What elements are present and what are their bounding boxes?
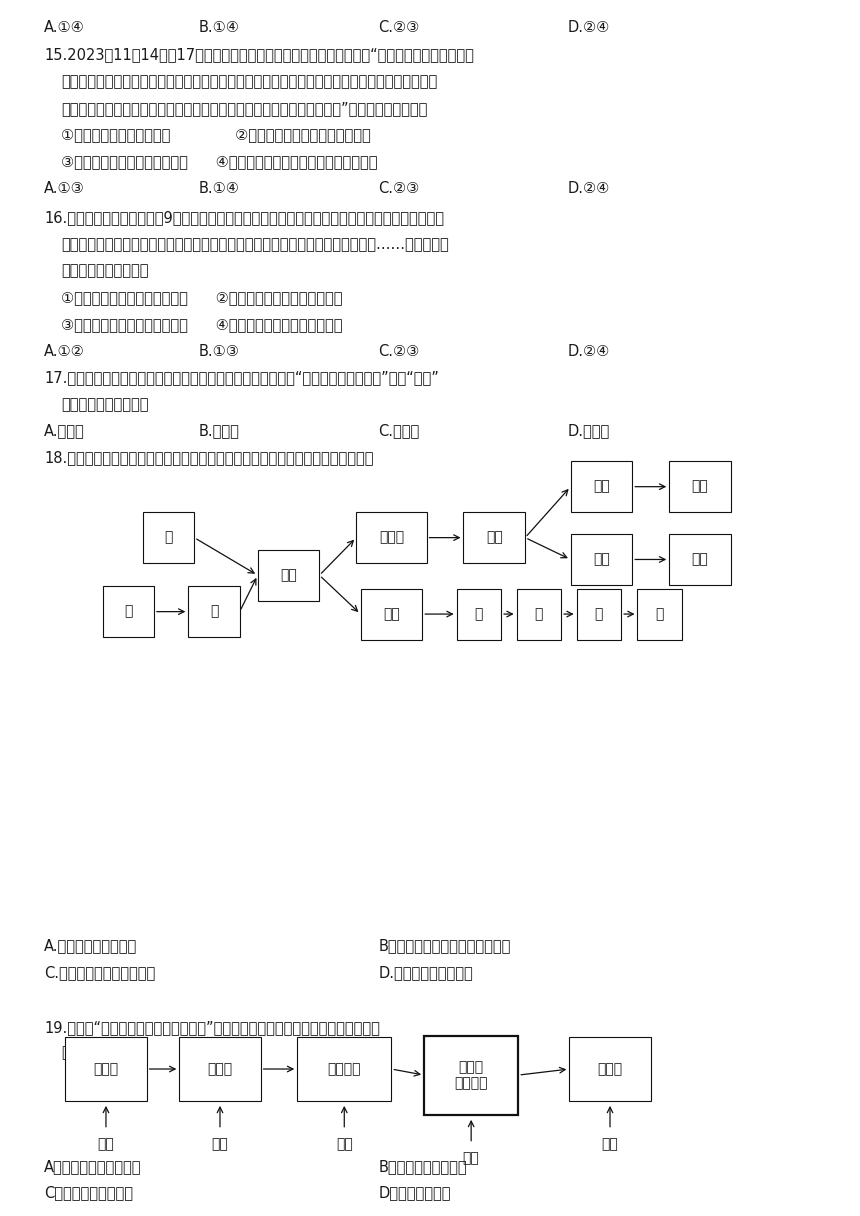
FancyBboxPatch shape (179, 1037, 261, 1100)
Text: 18.把握历史发展的阶段特征是历史学习的基本要求。如示意图反映出的阶段特征是: 18.把握历史发展的阶段特征是历史学习的基本要求。如示意图反映出的阶段特征是 (44, 450, 374, 466)
Text: 一场科学探究；学习制作年夸饭，请家人品尝；游览祖国大好河山，了解国情民情……。学生完成: 一场科学探究；学习制作年夸饭，请家人品尝；游览祖国大好河山，了解国情民情……。学… (61, 237, 449, 252)
Text: 郡县制: 郡县制 (94, 1062, 119, 1076)
Text: D.政权分立与民族融合: D.政权分立与民族融合 (378, 964, 473, 980)
Text: 作为年号的唐朝皇帝是: 作为年号的唐朝皇帝是 (61, 396, 149, 412)
Text: B．君主专制不断强化: B．君主专制不断强化 (378, 1159, 467, 1173)
Text: A.①③: A.①③ (44, 181, 85, 196)
Text: 17.年号多取自吉祥、国泰民安的含义，或是显示皇权的神圣。“上承贞观，下启开元”，用“贞观”: 17.年号多取自吉祥、国泰民安的含义，或是显示皇权的神圣。“上承贞观，下启开元”… (44, 370, 439, 385)
FancyBboxPatch shape (360, 589, 422, 640)
Text: 西汉: 西汉 (212, 1137, 229, 1152)
FancyBboxPatch shape (356, 512, 427, 563)
Text: 19.下面是“中国古代国家制度体系简图”，该图正确反映我国古代国家制度的发展趨: 19.下面是“中国古代国家制度体系简图”，该图正确反映我国古代国家制度的发展趨 (44, 1020, 380, 1036)
Text: 行省制度: 行省制度 (328, 1062, 361, 1076)
Text: 蜀: 蜀 (124, 604, 132, 619)
Text: B.①④: B.①④ (199, 181, 239, 196)
Text: B.唐太宗: B.唐太宗 (199, 423, 239, 439)
FancyBboxPatch shape (188, 586, 240, 637)
Text: D.②④: D.②④ (567, 343, 610, 359)
Text: B.①③: B.①③ (199, 343, 239, 359)
FancyBboxPatch shape (464, 512, 525, 563)
Text: A.唐高祖: A.唐高祖 (44, 423, 85, 439)
FancyBboxPatch shape (570, 461, 632, 512)
Text: 15.2023年11月14日戓17日，中美元首会晦期间，习近平总书记强调：“中美不打交道是不行的，: 15.2023年11月14日戓17日，中美元首会晦期间，习近平总书记强调：“中美… (44, 47, 474, 62)
FancyBboxPatch shape (65, 1037, 147, 1100)
FancyBboxPatch shape (569, 1037, 651, 1100)
Text: 吴: 吴 (210, 604, 218, 619)
Text: 推恩令: 推恩令 (207, 1062, 232, 1076)
FancyBboxPatch shape (517, 589, 562, 640)
Text: 元朝: 元朝 (336, 1137, 353, 1152)
Text: 西晋: 西晋 (280, 568, 297, 582)
Text: C.②③: C.②③ (378, 181, 420, 196)
Text: 十六国: 十六国 (379, 530, 404, 545)
Text: 西魏: 西魏 (593, 552, 610, 567)
Text: 宋: 宋 (475, 607, 483, 621)
Text: 北周: 北周 (691, 552, 709, 567)
Text: B．统一多民族国家的建立和巩固: B．统一多民族国家的建立和巩固 (378, 938, 511, 953)
Text: A.①②: A.①② (44, 343, 85, 359)
Text: D．民族交融加强: D．民族交融加强 (378, 1186, 451, 1200)
Text: 东晋: 东晋 (383, 607, 400, 621)
Text: D.②④: D.②④ (567, 181, 610, 196)
Text: ③提前进入社会，迎接各种考验      ④实现学以致用，促进知行合一: ③提前进入社会，迎接各种考验 ④实现学以致用，促进知行合一 (61, 317, 343, 332)
Text: 北齐: 北齐 (691, 479, 709, 494)
FancyBboxPatch shape (570, 534, 632, 585)
Text: 这样的寒假作业有利于: 这样的寒假作业有利于 (61, 264, 149, 278)
Text: D.唐玄宗: D.唐玄宗 (567, 423, 610, 439)
Text: D.②④: D.②④ (567, 19, 610, 34)
FancyBboxPatch shape (298, 1037, 391, 1100)
FancyBboxPatch shape (424, 1036, 519, 1115)
Text: C.武则天: C.武则天 (378, 423, 420, 439)
FancyBboxPatch shape (102, 586, 154, 637)
FancyBboxPatch shape (669, 534, 731, 585)
Text: B.①④: B.①④ (199, 19, 239, 34)
Text: C.民族关系发展和社会变化: C.民族关系发展和社会变化 (44, 964, 156, 980)
FancyBboxPatch shape (457, 589, 501, 640)
FancyBboxPatch shape (637, 589, 682, 640)
Text: A.早期国家与社会变革: A.早期国家与社会变革 (44, 938, 138, 953)
Text: 明朝: 明朝 (463, 1150, 480, 1165)
FancyBboxPatch shape (669, 461, 731, 512)
FancyBboxPatch shape (258, 550, 319, 601)
Text: C.②③: C.②③ (378, 343, 420, 359)
Text: ①消除学习压力，实现自我超越      ②丰富人生经历，提升自身素质: ①消除学习压力，实现自我超越 ②丰富人生经历，提升自身素质 (61, 291, 343, 305)
Text: C.②③: C.②③ (378, 19, 420, 34)
FancyBboxPatch shape (576, 589, 621, 640)
Text: 面临的问题。这个地球容得下中美两国。中美各自的成功是彼此的机遇。”因此，中美两国应该: 面临的问题。这个地球容得下中美两国。中美各自的成功是彼此的机遇。”因此，中美两国… (61, 101, 427, 116)
Text: 想改变对方是不切实际的，冲突对抗的后果是谁都不能承受的。大国竞争解决不了中美两国和世界: 想改变对方是不切实际的，冲突对抗的后果是谁都不能承受的。大国竞争解决不了中美两国… (61, 74, 438, 89)
Text: 废丞相
权分六部: 废丞相 权分六部 (454, 1060, 488, 1091)
Text: 东魏: 东魏 (593, 479, 610, 494)
Text: 军机处: 军机处 (598, 1062, 623, 1076)
Text: 秦朝: 秦朝 (97, 1137, 114, 1152)
Text: 清朝: 清朝 (602, 1137, 618, 1152)
Text: 势是: 势是 (61, 1045, 79, 1060)
Text: 北魏: 北魏 (486, 530, 502, 545)
Text: A．国家由分裂走向统一: A．国家由分裂走向统一 (44, 1159, 142, 1173)
FancyBboxPatch shape (143, 512, 194, 563)
Text: 齐: 齐 (535, 607, 543, 621)
Text: A.①④: A.①④ (44, 19, 85, 34)
Text: ①积极合作，共享发展机遇              ②顺应经济全球化趨势，避免竞争: ①积极合作，共享发展机遇 ②顺应经济全球化趨势，避免竞争 (61, 128, 372, 142)
Text: 梁: 梁 (594, 607, 603, 621)
Text: 陈: 陈 (655, 607, 664, 621)
Text: ③共商共建，推动世界繁荣发展      ④相互竞争，利用自身优势全力打压对方: ③共商共建，推动世界繁荣发展 ④相互竞争，利用自身优势全力打压对方 (61, 154, 378, 169)
Text: C．监察制度逐步完善: C．监察制度逐步完善 (44, 1186, 133, 1200)
Text: 魏: 魏 (164, 530, 173, 545)
Text: 16.新学期开学，峨眉某中学9年级一班班主任老师收到同学们如下作业：用身边的材料做实验，进行: 16.新学期开学，峨眉某中学9年级一班班主任老师收到同学们如下作业：用身边的材料… (44, 210, 445, 225)
